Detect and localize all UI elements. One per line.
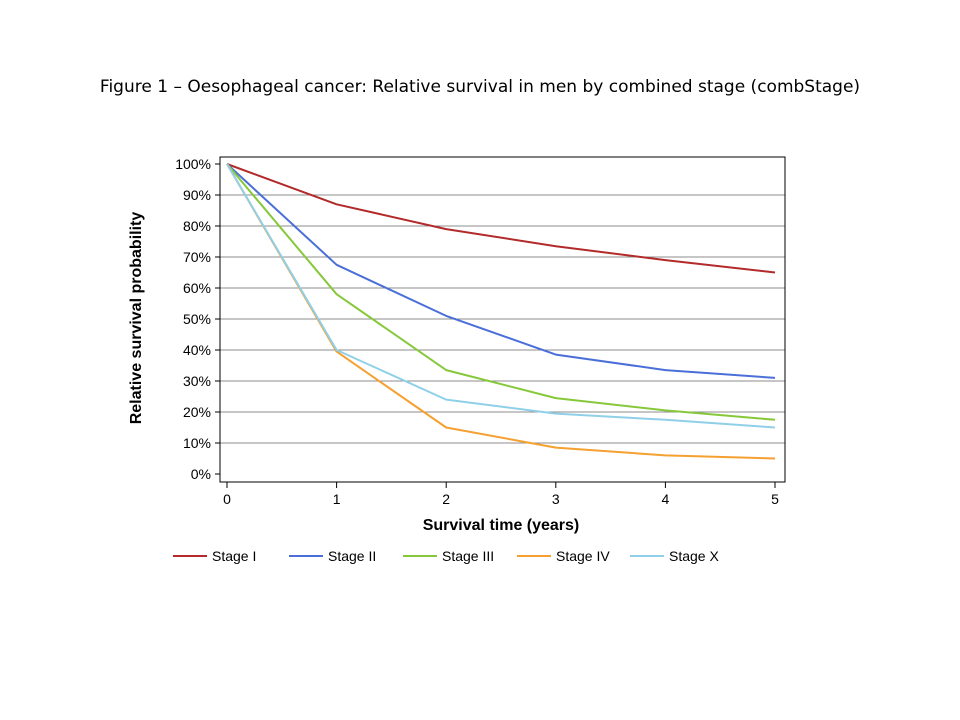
y-tick-label: 20% — [183, 404, 211, 420]
y-tick-label: 50% — [183, 311, 211, 327]
x-axis-label: Survival time (years) — [423, 517, 580, 534]
y-tick-label: 10% — [183, 435, 211, 451]
x-tick-label: 4 — [662, 491, 670, 507]
figure-title: Figure 1 – Oesophageal cancer: Relative … — [99, 77, 861, 97]
legend-label-stage-iii: Stage III — [442, 548, 494, 564]
y-axis: 0% 10% 20% 30% 40% 50% 60% 70% 80% 90% 100% — [175, 156, 220, 482]
series-line-stage-i — [226, 163, 776, 274]
y-tick-label: 60% — [183, 280, 211, 296]
x-tick-label: 0 — [223, 491, 231, 507]
y-tick-label: 70% — [183, 249, 211, 265]
y-tick-label: 40% — [183, 342, 211, 358]
series-line-stage-ii — [226, 163, 776, 379]
legend-label-stage-x: Stage X — [669, 548, 719, 564]
x-tick-label: 5 — [771, 491, 779, 507]
x-tick-label: 1 — [333, 491, 341, 507]
legend-label-stage-iv: Stage IV — [556, 548, 610, 564]
y-tick-label: 30% — [183, 373, 211, 389]
x-tick-label: 3 — [552, 491, 560, 507]
y-tick-label: 0% — [191, 466, 211, 482]
x-axis: 0 1 2 3 4 5 — [220, 481, 785, 507]
series-lines — [226, 163, 776, 460]
series-line-stage-x — [226, 163, 776, 429]
y-tick-label: 100% — [175, 156, 211, 172]
legend-label-stage-ii: Stage II — [328, 548, 376, 564]
series-line-stage-iii — [226, 163, 776, 421]
y-axis-label: Relative survival probability — [128, 212, 145, 425]
y-tick-label: 80% — [183, 218, 211, 234]
series-line-stage-iv — [226, 163, 776, 460]
legend: Stage I Stage II Stage III Stage IV Stage X — [173, 548, 719, 564]
legend-label-stage-i: Stage I — [212, 548, 256, 564]
x-tick-label: 2 — [442, 491, 450, 507]
y-tick-label: 90% — [183, 187, 211, 203]
